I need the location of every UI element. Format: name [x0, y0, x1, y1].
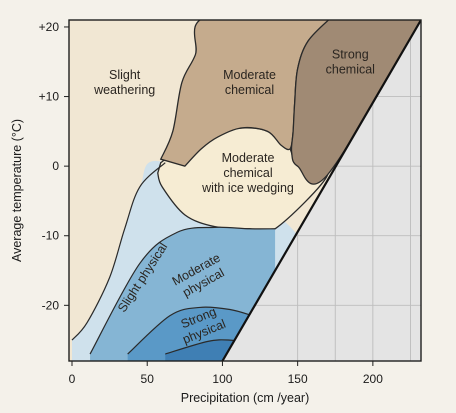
region-label-slight-weathering: Slight weathering: [93, 68, 155, 97]
x-tick-label: 0: [69, 372, 76, 386]
y-tick-label: 0: [52, 159, 59, 173]
y-tick-label: +20: [39, 20, 60, 34]
plot-frame: [68, 19, 422, 362]
boundary-diagonal: [221, 20, 421, 361]
y-tick-label: +10: [39, 90, 60, 104]
region-strong-chemical: [290, 20, 421, 185]
x-tick-label: 200: [363, 372, 383, 386]
y-axis-label: Average temperature (°C): [10, 119, 24, 262]
grid: [254, 38, 421, 361]
x-tick-label: 100: [212, 372, 232, 386]
boundary-moderate-physical: [89, 226, 276, 355]
boundary-slight-physical: [71, 162, 166, 341]
y-tick-label: -20: [42, 298, 60, 312]
x-tick-label: 150: [288, 372, 308, 386]
region-label-ice-wedging: Moderate chemical with ice wedging: [201, 151, 294, 195]
y-tick-label: -10: [42, 229, 60, 243]
boundary-strong-physical: [127, 306, 253, 355]
x-axis-label: Precipitation (cm /year): [181, 391, 310, 405]
x-tick-label: 50: [141, 372, 155, 386]
region-label-strong-chemical: Strong chemical: [326, 47, 375, 76]
region-label-moderate-chemical: Moderate chemical: [223, 68, 276, 97]
